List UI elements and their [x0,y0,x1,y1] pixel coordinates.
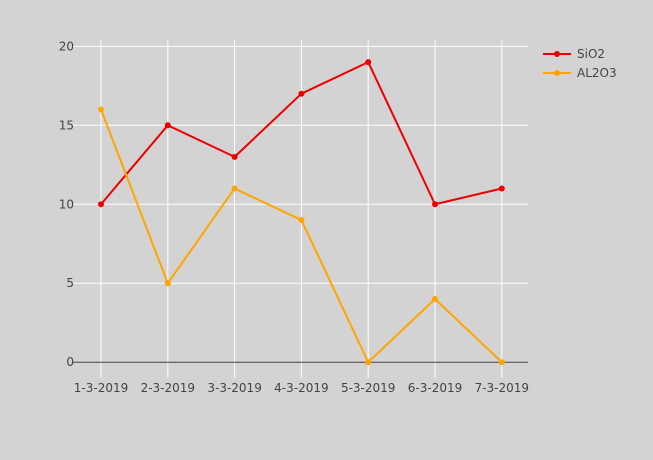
grid [72,40,528,378]
data-point [432,296,438,303]
series-sio2 [98,59,505,208]
data-point [365,359,372,366]
x-tick-label: 1-3-2019 [74,381,128,395]
data-point [432,201,438,208]
series-al2o3 [98,106,505,366]
data-point [164,122,171,129]
legend-item-sio2[interactable]: SiO2 [543,47,605,61]
y-tick-label: 5 [66,276,74,290]
data-point [231,153,238,160]
axes: 0 5 10 15 20 1-3-2019 2-3-2019 3-3-2019 4-3-2019… [59,39,529,395]
legend-item-al2o3[interactable]: AL2O3 [543,66,617,80]
legend-label: SiO2 [577,47,605,61]
data-point [98,106,104,113]
y-tick-label: 15 [59,118,74,132]
legend-label: AL2O3 [577,66,617,80]
data-point [298,90,305,97]
x-tick-label: 4-3-2019 [274,381,328,395]
x-tick-label: 7-3-2019 [475,381,529,395]
y-tick-label: 0 [66,355,74,369]
data-point [98,201,104,208]
data-point [164,280,171,287]
y-tick-label: 20 [59,39,74,53]
x-tick-label: 3-3-2019 [207,381,261,395]
x-tick-label: 6-3-2019 [408,381,462,395]
x-tick-label: 2-3-2019 [141,381,195,395]
data-point [498,359,505,366]
data-point [298,217,305,224]
legend-swatch-marker [554,70,560,76]
series-group [98,59,505,366]
legend-swatch-marker [554,51,560,57]
x-tick-label: 5-3-2019 [341,381,395,395]
data-point [365,59,372,66]
y-tick-label: 10 [59,197,74,211]
legend[interactable]: SiO2 AL2O3 [543,47,617,80]
data-point [498,185,505,192]
data-point [231,185,238,192]
